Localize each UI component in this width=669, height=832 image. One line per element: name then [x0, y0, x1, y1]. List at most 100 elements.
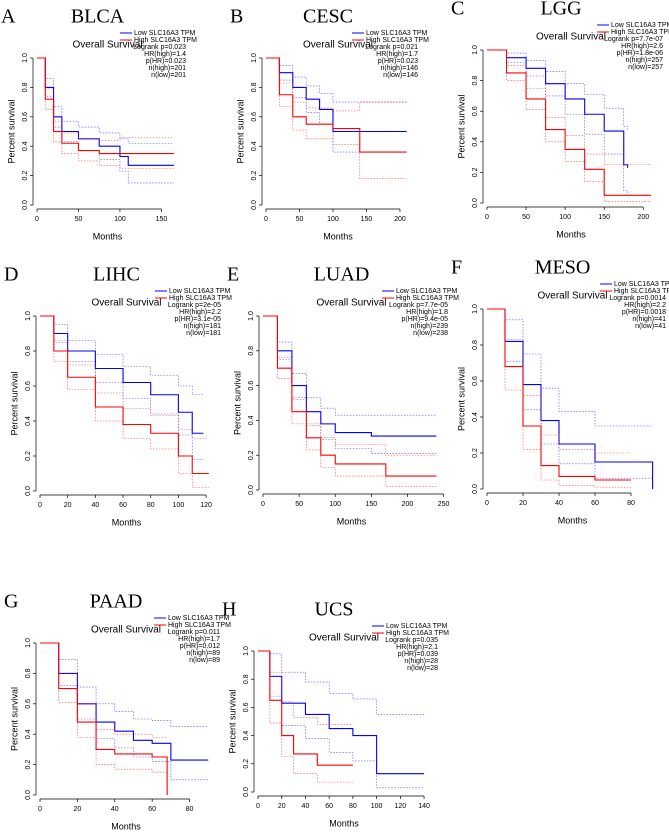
x-axis-label: Months [93, 231, 123, 241]
y-tick-label: 1.0 [25, 638, 32, 648]
y-tick-label: 0.8 [22, 82, 29, 92]
annotation: Logrank p=0.023 [133, 44, 186, 51]
annotation: Logrank p=7.7e-05 [389, 302, 448, 309]
legend-label: Low SLC16A3 TPM [386, 623, 448, 630]
y-tick-label: 0.8 [243, 674, 250, 684]
x-axis-label: Months [558, 515, 588, 525]
y-tick-label: 1.0 [472, 304, 479, 314]
x-tick-label: 20 [519, 500, 527, 507]
y-tick-label: 0.2 [25, 451, 32, 461]
x-tick-label: 60 [148, 806, 156, 813]
x-tick-label: 40 [91, 502, 99, 509]
annotation: n(high)=181 [183, 323, 221, 330]
y-tick-label: 0.2 [251, 171, 258, 181]
annotation: p(HR)=0.0018 [622, 309, 666, 316]
y-tick-label: 1.0 [22, 53, 29, 63]
y-tick-label: 0.8 [251, 82, 258, 92]
survival-curve [40, 642, 168, 795]
annotation: n(low)=201 [151, 72, 186, 79]
survival-curve [263, 315, 437, 437]
legend-label: Low SLC16A3 TPM [366, 30, 428, 37]
x-tick-label: 200 [402, 501, 414, 508]
legend-label: High SLC16A3 TPM [396, 295, 459, 302]
confidence-band [40, 315, 204, 396]
confidence-band [487, 49, 628, 130]
x-tick-label: 100 [559, 214, 571, 221]
y-axis-label: Percent survival [9, 687, 19, 751]
legend-label: High SLC16A3 TPM [169, 295, 232, 302]
confidence-band [40, 315, 204, 460]
survival-curve [258, 650, 353, 766]
x-tick-label: 150 [366, 501, 378, 508]
x-axis-label: Months [337, 516, 367, 526]
y-tick-label: 0.6 [25, 381, 32, 391]
x-tick-label: 150 [156, 216, 168, 223]
annotation: Logrank p=0.0014 [609, 295, 666, 302]
plot-title: Overall Survival [303, 40, 373, 51]
annotation: HR(high)=2.2 [179, 309, 221, 316]
confidence-band [258, 650, 425, 789]
confidence-band [487, 49, 652, 202]
annotation: n(low)=257 [628, 64, 663, 71]
x-tick-label: 150 [598, 214, 610, 221]
annotation: Logrank p=0.035 [385, 637, 438, 644]
annotation: HR(high)=2.2 [624, 302, 666, 309]
confidence-band [487, 308, 653, 427]
y-axis-label: Percent survival [9, 371, 19, 435]
panel-title: BLCA [71, 6, 125, 28]
panel-label: A [1, 6, 16, 28]
plot-title: Overall Survival [72, 40, 142, 51]
x-tick-label: 0 [264, 216, 268, 223]
x-axis-label: Months [329, 818, 359, 828]
y-axis-label: Percent survival [227, 689, 237, 753]
y-axis-label: Percent survival [456, 367, 466, 431]
x-tick-label: 80 [186, 806, 194, 813]
annotation: HR(high)=1.4 [144, 51, 186, 58]
annotation: Logrank p=2e-05 [168, 302, 221, 309]
legend-label: High SLC16A3 TPM [134, 37, 197, 44]
legend-label: Low SLC16A3 TPM [611, 22, 669, 29]
x-tick-label: 40 [302, 803, 310, 810]
x-tick-label: 0 [38, 806, 42, 813]
x-tick-label: 60 [119, 502, 127, 509]
x-tick-label: 40 [555, 500, 563, 507]
x-tick-label: 50 [75, 216, 83, 223]
panel-title: MESO [535, 257, 591, 279]
x-axis-label: Months [111, 821, 141, 831]
annotation: p(HR)=0.023 [146, 58, 186, 65]
y-tick-label: 0.4 [472, 412, 479, 422]
plot-title: Overall Survival [309, 633, 379, 644]
x-tick-label: 200 [637, 214, 649, 221]
y-tick-label: 1.0 [251, 53, 258, 63]
x-tick-label: 0 [261, 501, 265, 508]
y-tick-label: 0.0 [472, 484, 479, 494]
y-tick-label: 0.0 [25, 790, 32, 800]
annotation: n(high)=239 [410, 323, 448, 330]
survival-curve [487, 49, 652, 196]
x-tick-label: 0 [485, 500, 489, 507]
annotation: n(high)=28 [404, 658, 438, 665]
x-tick-label: 40 [111, 806, 119, 813]
annotation: HR(high)=2.6 [621, 43, 663, 50]
panel-label: D [4, 264, 18, 286]
confidence-band [37, 57, 174, 144]
panel-title: UCS [315, 599, 354, 621]
y-tick-label: 0.4 [251, 141, 258, 151]
x-tick-label: 20 [64, 502, 72, 509]
legend-label: High SLC16A3 TPM [386, 630, 449, 637]
x-tick-label: 50 [522, 214, 530, 221]
x-axis-label: Months [556, 229, 586, 239]
y-tick-label: 0.8 [248, 346, 255, 356]
y-tick-label: 0.6 [25, 699, 32, 709]
plot-title: Overall Survival [536, 32, 606, 43]
x-tick-label: 200 [394, 216, 406, 223]
x-tick-label: 0 [35, 216, 39, 223]
x-tick-label: 140 [418, 803, 430, 810]
x-tick-label: 50 [296, 216, 304, 223]
y-tick-label: 0.2 [22, 171, 29, 181]
y-tick-label: 0.8 [25, 668, 32, 678]
y-tick-label: 0.8 [472, 76, 479, 86]
annotation: Logrank p=0.011 [168, 629, 220, 636]
y-tick-label: 0.8 [472, 340, 479, 350]
